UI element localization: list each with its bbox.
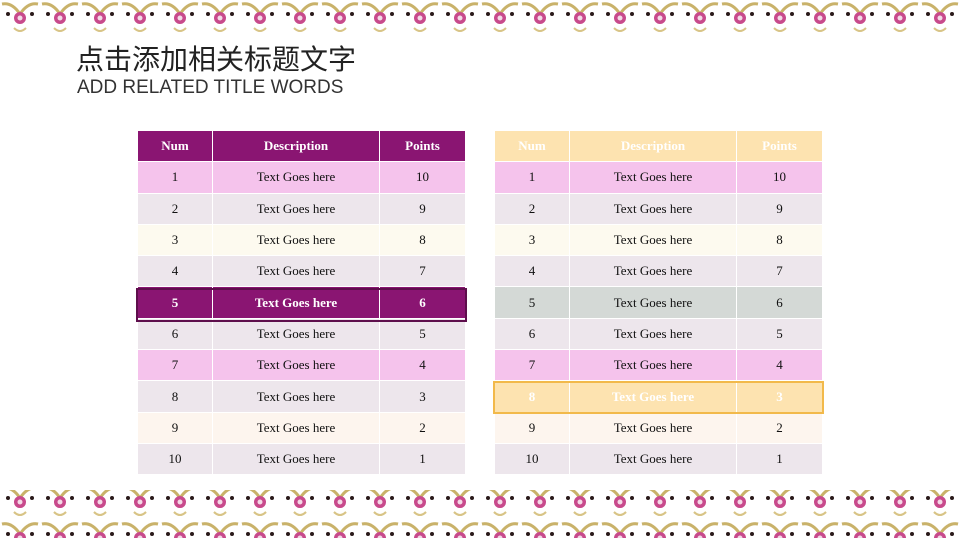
table-cell: 9 bbox=[379, 192, 466, 225]
table-cell: Text Goes here bbox=[212, 349, 380, 382]
table-cell: 2 bbox=[494, 192, 570, 225]
table-cell: Text Goes here bbox=[569, 442, 737, 476]
table-cell: 6 bbox=[494, 317, 570, 351]
table-cell: 9 bbox=[137, 411, 213, 444]
table-cell: Text Goes here bbox=[212, 192, 380, 225]
table-cell: 3 bbox=[494, 223, 570, 257]
table-cell: 4 bbox=[736, 349, 823, 382]
table-row: 5 Text Goes here 6 bbox=[494, 286, 823, 319]
table-cell: Text Goes here bbox=[569, 161, 737, 194]
table-cell: 3 bbox=[137, 223, 213, 257]
table-cell: 6 bbox=[137, 317, 213, 351]
table-row: 5 Text Goes here 6 bbox=[137, 286, 466, 319]
table-cell: 2 bbox=[137, 192, 213, 225]
table-cell: Text Goes here bbox=[569, 255, 737, 288]
table-cell: 2 bbox=[379, 411, 466, 444]
table-row: 1 Text Goes here 10 bbox=[137, 161, 466, 194]
column-header: Points bbox=[736, 129, 823, 163]
table-row: 2 Text Goes here 9 bbox=[494, 192, 823, 225]
table: Num Description Points 1 Text Goes here 10 2 Te… bbox=[137, 129, 466, 476]
table-cell: Text Goes here bbox=[212, 286, 380, 319]
table-row: 9 Text Goes here 2 bbox=[494, 411, 823, 444]
table-cell: 2 bbox=[736, 411, 823, 444]
table-cell: 1 bbox=[379, 442, 466, 476]
table-cell: Text Goes here bbox=[569, 223, 737, 257]
table-cell: Text Goes here bbox=[212, 442, 380, 476]
table-row: 1 Text Goes here 10 bbox=[494, 161, 823, 194]
table-row: 6 Text Goes here 5 bbox=[494, 317, 823, 351]
column-header: Num bbox=[494, 129, 570, 163]
table-cell: Text Goes here bbox=[569, 286, 737, 319]
table-cell: Text Goes here bbox=[569, 317, 737, 351]
bottom-border bbox=[0, 490, 960, 538]
table-cell: 7 bbox=[736, 255, 823, 288]
table-cell: Text Goes here bbox=[212, 223, 380, 257]
table-cell: 8 bbox=[379, 223, 466, 257]
table-cell: 7 bbox=[137, 349, 213, 382]
table-cell: Text Goes here bbox=[212, 255, 380, 288]
table-cell: 7 bbox=[494, 349, 570, 382]
table-cell: 10 bbox=[137, 442, 213, 476]
table-cell: 6 bbox=[379, 286, 466, 319]
table-cell: 8 bbox=[736, 223, 823, 257]
table-row: 2 Text Goes here 9 bbox=[137, 192, 466, 225]
table-cell: 4 bbox=[494, 255, 570, 288]
column-header: Points bbox=[379, 129, 466, 163]
table-cell: Text Goes here bbox=[569, 192, 737, 225]
table-cell: Text Goes here bbox=[212, 317, 380, 351]
column-header: Description bbox=[212, 129, 380, 163]
table-cell: 1 bbox=[736, 442, 823, 476]
table-row: 10 Text Goes here 1 bbox=[137, 442, 466, 476]
table-cell: 4 bbox=[137, 255, 213, 288]
table-row: 4 Text Goes here 7 bbox=[137, 255, 466, 288]
table-row: 4 Text Goes here 7 bbox=[494, 255, 823, 288]
table-cell: Text Goes here bbox=[212, 161, 380, 194]
table-cell: 5 bbox=[736, 317, 823, 351]
table-cell: 10 bbox=[736, 161, 823, 194]
table-cell: 6 bbox=[736, 286, 823, 319]
table-cell: 1 bbox=[494, 161, 570, 194]
table-cell: 10 bbox=[379, 161, 466, 194]
table-cell: 3 bbox=[379, 380, 466, 413]
header-row: Num Description Points bbox=[494, 129, 823, 163]
column-header: Description bbox=[569, 129, 737, 163]
table-row: 9 Text Goes here 2 bbox=[137, 411, 466, 444]
title: 点击添加相关标题文字 bbox=[76, 43, 357, 76]
table-cell: 10 bbox=[494, 442, 570, 476]
table-row: 7 Text Goes here 4 bbox=[494, 349, 823, 382]
table-row: 6 Text Goes here 5 bbox=[137, 317, 466, 351]
table-row: 3 Text Goes here 8 bbox=[494, 223, 823, 257]
top-border bbox=[0, 0, 960, 36]
table-cell: Text Goes here bbox=[212, 380, 380, 413]
subtitle: ADD RELATED TITLE WORDS bbox=[77, 77, 344, 98]
table-row: 8 Text Goes here 3 bbox=[137, 380, 466, 413]
column-header: Num bbox=[137, 129, 213, 163]
header-row: Num Description Points bbox=[137, 129, 466, 163]
table: Num Description Points 1 Text Goes here 10 2 Te… bbox=[494, 129, 823, 476]
table-cell: 9 bbox=[494, 411, 570, 444]
table-cell: 5 bbox=[379, 317, 466, 351]
table-row: 10 Text Goes here 1 bbox=[494, 442, 823, 476]
table-cell: 4 bbox=[379, 349, 466, 382]
table-cell: 1 bbox=[137, 161, 213, 194]
table-cell: 9 bbox=[736, 192, 823, 225]
table-row: 3 Text Goes here 8 bbox=[137, 223, 466, 257]
highlight-frame bbox=[493, 381, 824, 414]
table-cell: Text Goes here bbox=[569, 349, 737, 382]
table-row: 7 Text Goes here 4 bbox=[137, 349, 466, 382]
table-cell: 5 bbox=[494, 286, 570, 319]
highlight-frame bbox=[136, 288, 467, 322]
table-cell: 8 bbox=[137, 380, 213, 413]
table-cell: Text Goes here bbox=[212, 411, 380, 444]
table-cell: 7 bbox=[379, 255, 466, 288]
table-cell: Text Goes here bbox=[569, 411, 737, 444]
